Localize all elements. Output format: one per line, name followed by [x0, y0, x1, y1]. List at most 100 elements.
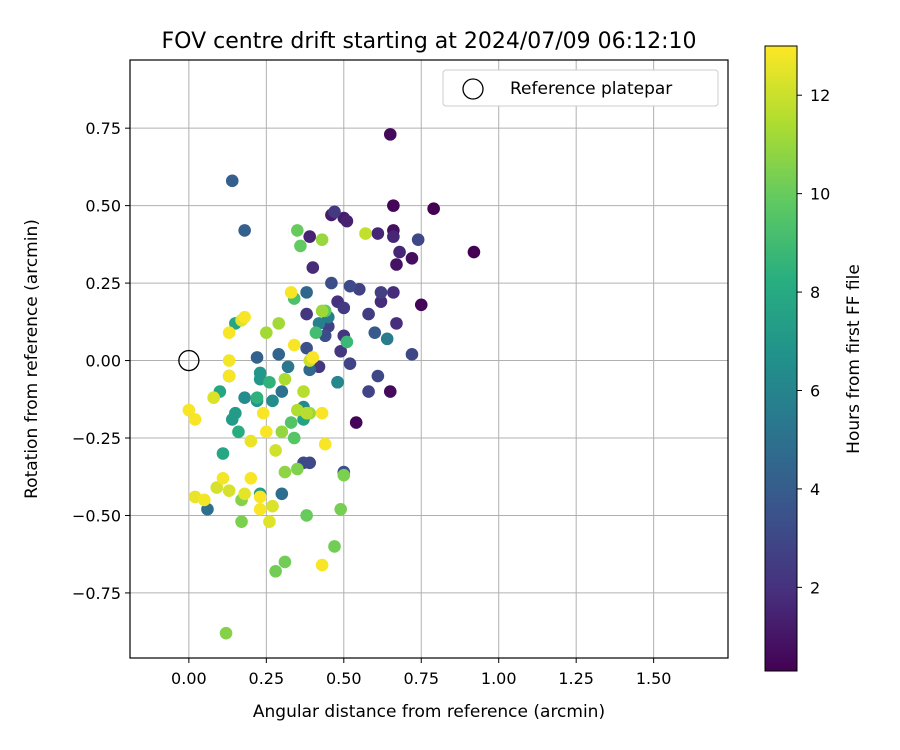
- data-point: [331, 375, 344, 389]
- data-point: [427, 202, 440, 216]
- x-tick-label: 0.00: [171, 669, 207, 688]
- data-point: [278, 372, 292, 386]
- x-tick-label: 0.25: [249, 669, 285, 688]
- data-point: [383, 385, 397, 398]
- data-point: [222, 484, 236, 497]
- data-point: [244, 434, 258, 448]
- data-point: [291, 462, 304, 476]
- data-point: [275, 425, 289, 439]
- data-point: [467, 245, 481, 259]
- x-tick-label: 1.25: [558, 669, 594, 688]
- data-point: [387, 286, 400, 299]
- data-point: [253, 490, 267, 504]
- data-point: [210, 481, 224, 494]
- data-point: [340, 214, 354, 228]
- data-point: [315, 558, 329, 572]
- data-point: [256, 406, 270, 420]
- data-point: [287, 431, 301, 445]
- data-point: [275, 487, 289, 501]
- data-point: [207, 391, 220, 405]
- data-point: [380, 332, 394, 346]
- colorbar-label: Hours from first FF file: [844, 264, 864, 454]
- data-point: [269, 564, 282, 578]
- y-tick-label: −0.25: [72, 429, 121, 448]
- data-point: [390, 317, 403, 330]
- data-point: [337, 301, 351, 315]
- data-point: [300, 509, 313, 522]
- reference-platepar-marker: [178, 349, 200, 372]
- reference-marker-layer: [178, 349, 200, 372]
- data-point: [334, 502, 347, 516]
- y-tick-label: 0.25: [85, 274, 121, 293]
- data-point: [300, 307, 313, 321]
- colorbar-tick-label: 2: [810, 578, 820, 597]
- data-point: [374, 295, 388, 308]
- x-axis-label: Angular distance from reference (arcmin): [253, 702, 605, 722]
- data-point: [278, 465, 292, 479]
- data-point: [340, 335, 354, 349]
- data-point: [318, 437, 332, 451]
- data-point: [238, 391, 251, 405]
- colorbar-tick-label: 6: [810, 381, 820, 400]
- data-point: [253, 502, 267, 516]
- data-point: [266, 394, 279, 408]
- data-point: [269, 444, 282, 457]
- data-point: [362, 385, 375, 398]
- colorbar-ticks: 2 4 6 8 10 12: [797, 86, 830, 597]
- data-point: [383, 128, 397, 141]
- data-point: [300, 406, 313, 420]
- data-point: [219, 626, 233, 640]
- data-point: [222, 369, 236, 383]
- data-point: [315, 304, 329, 318]
- data-point: [238, 224, 251, 237]
- data-point: [188, 413, 202, 426]
- y-tick-label: 0.75: [85, 119, 121, 138]
- data-point: [281, 360, 295, 374]
- data-point: [362, 307, 375, 321]
- data-point: [244, 471, 258, 485]
- data-point: [260, 425, 273, 439]
- data-point: [359, 227, 372, 240]
- data-point: [225, 174, 239, 188]
- data-point: [250, 351, 264, 364]
- data-point: [411, 233, 425, 247]
- chart-title: FOV centre drift starting at 2024/07/09 …: [162, 29, 697, 54]
- data-point: [263, 375, 276, 389]
- legend-box: [442, 69, 719, 107]
- data-point: [390, 258, 403, 271]
- data-point: [300, 286, 313, 299]
- data-point: [294, 239, 307, 253]
- colorbar-tick-label: 4: [810, 480, 820, 499]
- data-point: [334, 344, 347, 358]
- data-point: [272, 317, 286, 330]
- data-point: [337, 468, 351, 482]
- plot-area-frame: [129, 59, 729, 659]
- data-point: [315, 233, 329, 247]
- data-point: [284, 416, 298, 429]
- colorbar-tick-label: 8: [810, 283, 820, 302]
- data-point: [291, 224, 304, 237]
- data-point: [182, 403, 196, 417]
- data-point: [232, 425, 245, 439]
- data-point: [266, 499, 279, 513]
- data-point: [387, 230, 400, 243]
- y-axis-ticks: −0.75 −0.50 −0.25 0.00 0.25 0.50 0.75: [72, 119, 130, 603]
- x-tick-label: 0.50: [326, 669, 362, 688]
- y-tick-label: −0.50: [72, 506, 121, 525]
- data-point: [275, 385, 289, 398]
- data-point: [222, 354, 236, 367]
- data-point: [405, 252, 419, 265]
- data-point: [198, 493, 211, 507]
- data-point: [374, 286, 388, 299]
- y-tick-label: −0.75: [72, 584, 121, 603]
- legend: Reference platepar: [442, 69, 719, 107]
- data-point: [225, 413, 239, 426]
- data-point: [328, 205, 341, 219]
- y-tick-label: 0.00: [85, 352, 121, 371]
- data-point: [216, 471, 230, 485]
- legend-reference-marker: [462, 78, 484, 100]
- data-point: [306, 351, 320, 364]
- data-point: [414, 298, 428, 312]
- data-point: [222, 326, 236, 339]
- data-point: [287, 338, 301, 352]
